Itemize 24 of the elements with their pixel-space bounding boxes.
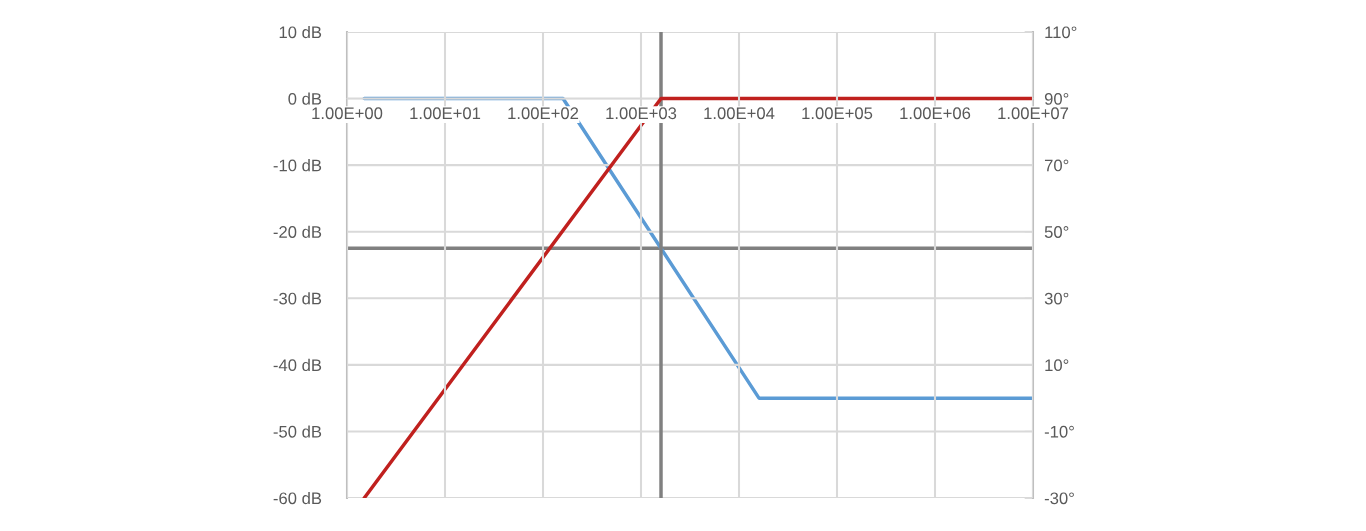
y2-tick-label: -30°: [1044, 492, 1074, 505]
y2-tick-label: 90°: [1044, 92, 1069, 105]
x-tick-label: 1.00E+06: [900, 107, 971, 120]
y-tick-label: -50 dB: [273, 425, 322, 438]
x-tick-label: 1.00E+04: [704, 107, 775, 120]
y2-tick-label: 30°: [1044, 292, 1069, 305]
x-tick-label: 1.00E+02: [508, 107, 579, 120]
y2-tick-label: 10°: [1045, 359, 1069, 372]
y2-tick-label: 50°: [1044, 226, 1069, 238]
x-tick-label: 1.00E+05: [802, 107, 873, 120]
y-tick-label: -20 dB: [273, 225, 322, 238]
y2-tick-label: -10°: [1044, 425, 1074, 438]
y-tick-label: 0 dB: [288, 92, 322, 105]
y-tick-label: 10 dB: [279, 25, 322, 39]
x-tick-label: 1.00E+07: [998, 107, 1069, 120]
y-tick-label: -30 dB: [273, 292, 322, 305]
y-tick-label: -40 dB: [273, 358, 322, 372]
x-tick-label: 1.00E+03: [606, 107, 677, 120]
y2-tick-label: 70°: [1044, 159, 1069, 172]
x-tick-label: 1.00E+01: [410, 107, 481, 120]
y-tick-label: -10 dB: [273, 159, 322, 172]
y2-tick-label: 110°: [1045, 26, 1077, 39]
y-tick-label: -60 dB: [273, 491, 322, 505]
x-tick-label: 1.00E+00: [312, 107, 383, 120]
